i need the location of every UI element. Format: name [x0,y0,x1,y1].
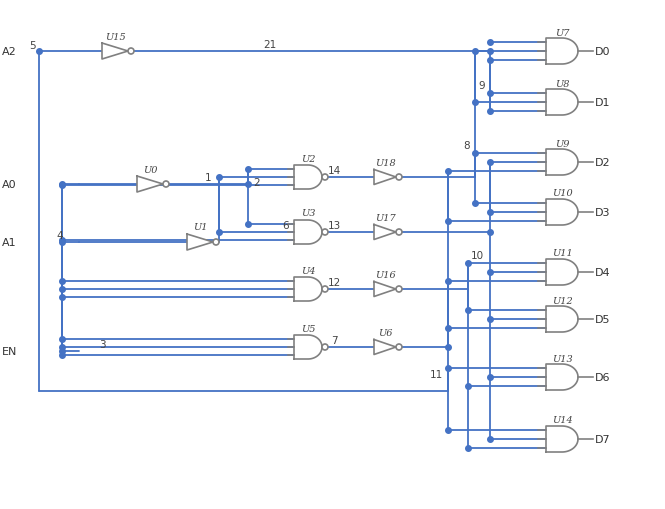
Text: U15: U15 [104,33,126,41]
Text: D5: D5 [595,315,610,324]
Polygon shape [374,170,396,185]
Text: U10: U10 [552,189,573,198]
Circle shape [396,175,402,181]
Polygon shape [546,150,578,176]
Text: U4: U4 [301,266,315,275]
Polygon shape [546,39,578,65]
Text: A1: A1 [2,238,17,247]
Text: EN: EN [2,346,17,356]
Text: 5: 5 [29,41,35,51]
Circle shape [322,230,328,236]
Circle shape [322,287,328,293]
Circle shape [396,344,402,350]
Text: 14: 14 [327,165,340,176]
Polygon shape [546,426,578,452]
Text: D1: D1 [595,98,610,108]
Text: U2: U2 [301,154,315,163]
Text: 13: 13 [327,220,340,231]
Polygon shape [187,235,213,250]
Circle shape [163,182,169,188]
Polygon shape [546,200,578,225]
Text: U16: U16 [374,270,396,279]
Polygon shape [546,260,578,286]
Text: U12: U12 [552,296,573,305]
Circle shape [128,49,134,55]
Text: 4: 4 [57,231,63,241]
Text: U17: U17 [374,214,396,222]
Text: U9: U9 [555,139,569,148]
Text: A2: A2 [2,47,17,57]
Text: 3: 3 [98,340,105,349]
Circle shape [396,287,402,293]
Text: D0: D0 [595,47,610,57]
Text: 6: 6 [283,220,289,231]
Text: U6: U6 [378,328,392,337]
Polygon shape [137,177,163,192]
Text: U0: U0 [143,165,157,174]
Polygon shape [294,165,322,190]
Polygon shape [294,335,322,359]
Text: U13: U13 [552,354,573,363]
Text: U8: U8 [555,79,569,89]
Polygon shape [294,277,322,301]
Polygon shape [374,340,396,355]
Circle shape [322,175,328,181]
Text: U5: U5 [301,324,315,333]
Text: D4: D4 [595,267,610,277]
Text: 8: 8 [464,141,470,151]
Text: D3: D3 [595,208,610,217]
Text: 7: 7 [331,335,337,345]
Text: U3: U3 [301,209,315,218]
Polygon shape [294,220,322,244]
Text: 12: 12 [327,277,340,288]
Circle shape [213,240,219,245]
Text: 2: 2 [253,178,259,188]
Text: U14: U14 [552,416,573,425]
Text: D6: D6 [595,372,610,382]
Text: D7: D7 [595,434,610,444]
Polygon shape [102,44,128,60]
Text: U11: U11 [552,249,573,258]
Polygon shape [374,225,396,240]
Text: 9: 9 [478,81,485,91]
Text: D2: D2 [595,158,610,167]
Text: U1: U1 [193,223,207,232]
Circle shape [322,344,328,350]
Text: 11: 11 [430,370,443,379]
Text: U7: U7 [555,29,569,38]
Text: 1: 1 [205,173,211,183]
Text: U18: U18 [374,159,396,167]
Polygon shape [546,90,578,116]
Text: 21: 21 [263,40,277,50]
Text: 10: 10 [471,250,484,261]
Polygon shape [546,364,578,390]
Text: A0: A0 [2,180,17,190]
Polygon shape [546,306,578,332]
Polygon shape [374,282,396,297]
Circle shape [396,230,402,236]
